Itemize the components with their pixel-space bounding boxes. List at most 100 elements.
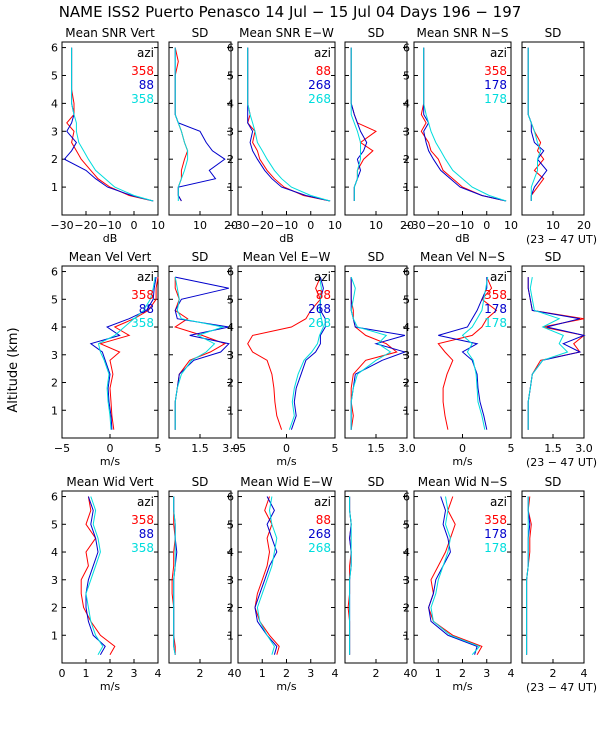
x-tick-label: −10 xyxy=(98,219,121,232)
sd-panel-title: SD xyxy=(545,26,562,40)
sd-x-tick-label: 10 xyxy=(369,219,383,232)
x-tick-label: −20 xyxy=(427,219,450,232)
y-tick-label: 1 xyxy=(403,181,410,194)
x-tick-label: 1 xyxy=(259,667,266,680)
legend-entry-red: 88 xyxy=(316,64,331,78)
mean-panel-title: Mean SNR E−W xyxy=(239,26,334,40)
legend-entry-red: 358 xyxy=(131,513,154,527)
sd-x-tick-label: 2 xyxy=(197,667,204,680)
x-tick-label: 0 xyxy=(283,442,290,455)
sd-line-blue xyxy=(527,277,586,430)
sd-line-blue xyxy=(174,47,226,202)
legend-entry-cyan: 178 xyxy=(484,316,507,330)
y-axis-label: Altitude (km) xyxy=(6,327,21,412)
x-axis-label: m/s xyxy=(100,455,120,468)
y-tick-label: 5 xyxy=(403,69,410,82)
x-axis-label: dB xyxy=(103,232,118,245)
legend-title: azi xyxy=(490,46,507,60)
x-tick-label: −30 xyxy=(402,219,425,232)
x-tick-label: 0 xyxy=(107,442,114,455)
x-tick-label: 2 xyxy=(107,667,114,680)
x-axis-label: dB xyxy=(455,232,470,245)
sd-panel-title: SD xyxy=(192,250,209,264)
x-tick-label: 2 xyxy=(283,667,290,680)
y-tick-label: 2 xyxy=(227,153,234,166)
sd-frame xyxy=(521,490,585,664)
y-tick-label: 1 xyxy=(51,404,58,417)
y-tick-label: 3 xyxy=(51,125,58,138)
sd-line-cyan xyxy=(350,47,361,201)
sd-line-cyan xyxy=(174,47,189,201)
y-tick-label: 4 xyxy=(51,546,58,559)
legend-title: azi xyxy=(314,46,331,60)
y-tick-label: 2 xyxy=(227,602,234,615)
y-tick-label: 4 xyxy=(403,546,410,559)
y-tick-label: 4 xyxy=(227,546,234,559)
y-tick-label: 3 xyxy=(227,125,234,138)
y-tick-label: 4 xyxy=(403,97,410,110)
x-tick-label: 5 xyxy=(332,442,339,455)
y-tick-label: 4 xyxy=(227,321,234,334)
mean-line-red xyxy=(80,496,116,655)
sd-line-blue xyxy=(350,47,368,201)
x-tick-label: 3 xyxy=(307,667,314,680)
x-tick-label: 2 xyxy=(459,667,466,680)
x-tick-label: −5 xyxy=(230,442,246,455)
y-tick-label: 6 xyxy=(51,42,58,55)
y-tick-label: 3 xyxy=(403,125,410,138)
mean-panel-title: Mean Wid E−W xyxy=(240,475,333,489)
x-tick-label: −20 xyxy=(74,219,97,232)
legend-title: azi xyxy=(490,270,507,284)
sd-x-tick-label: 20 xyxy=(224,219,238,232)
x-tick-label: 4 xyxy=(508,667,515,680)
sd-frame xyxy=(344,490,408,664)
y-tick-label: 3 xyxy=(403,574,410,587)
x-tick-label: 3 xyxy=(483,667,490,680)
y-tick-label: 4 xyxy=(51,321,58,334)
mean-panel-title: Mean Vel Vert xyxy=(69,250,152,264)
legend-entry-cyan: 268 xyxy=(308,92,331,106)
y-tick-label: 2 xyxy=(227,377,234,390)
sd-line-cyan xyxy=(526,496,529,655)
mean-line-blue xyxy=(438,277,488,430)
x-tick-label: 1 xyxy=(83,667,90,680)
legend-title: azi xyxy=(490,495,507,509)
sd-x-tick-label: 1.5 xyxy=(367,442,385,455)
y-tick-label: 2 xyxy=(403,153,410,166)
y-tick-label: 5 xyxy=(227,293,234,306)
sd-panel-title: SD xyxy=(545,475,562,489)
sd-x-tick-label: 3.0 xyxy=(575,442,593,455)
x-tick-label: 0 xyxy=(411,667,418,680)
sd-line-cyan xyxy=(527,47,542,201)
x-tick-label: −10 xyxy=(451,219,474,232)
x-axis-label: m/s xyxy=(276,455,296,468)
y-tick-label: 1 xyxy=(403,404,410,417)
mean-line-red xyxy=(437,276,498,430)
y-tick-label: 2 xyxy=(403,602,410,615)
mean-line-blue xyxy=(89,277,157,430)
sd-panel-title: SD xyxy=(368,250,385,264)
x-tick-label: 10 xyxy=(328,219,342,232)
sd-x-tick-label: 10 xyxy=(193,219,207,232)
x-axis-label: m/s xyxy=(452,455,472,468)
y-tick-label: 5 xyxy=(227,69,234,82)
sd-panel-title: SD xyxy=(368,475,385,489)
sd-x-tick-label: 4 xyxy=(404,667,411,680)
legend-entry-blue: 178 xyxy=(484,302,507,316)
mean-line-cyan xyxy=(256,496,278,655)
mean-line-cyan xyxy=(97,277,156,430)
panel-1: Mean SNR E−W SD 1 2 3 4 5 6 −30 −20 −10 0 10 10 20 dB az… xyxy=(226,26,414,245)
y-tick-label: 5 xyxy=(403,293,410,306)
sd-line-cyan xyxy=(350,276,392,430)
y-tick-label: 5 xyxy=(51,518,58,531)
x-tick-label: 5 xyxy=(155,442,162,455)
legend-entry-cyan: 268 xyxy=(308,316,331,330)
mean-line-red xyxy=(254,496,280,655)
x-tick-label: −30 xyxy=(50,219,73,232)
sd-panel-title: SD xyxy=(368,26,385,40)
chart-title: NAME ISS2 Puerto Penasco 14 Jul − 15 Jul… xyxy=(59,3,522,21)
mean-panel-title: Mean SNR N−S xyxy=(417,26,509,40)
y-tick-label: 5 xyxy=(51,293,58,306)
